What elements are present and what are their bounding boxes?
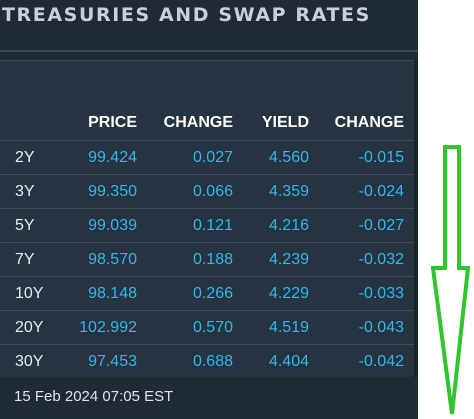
cell-tenor: 30Y (15, 353, 44, 370)
table-row[interactable]: 3Y 99.350 0.066 4.359 -0.024 (0, 174, 418, 209)
cell-yield-change: -0.033 (358, 285, 404, 302)
cell-price-change: 0.121 (192, 217, 233, 234)
cell-yield: 4.229 (268, 285, 309, 302)
cell-price-change: 0.027 (192, 149, 233, 166)
cell-yield-change: -0.015 (358, 149, 404, 166)
timestamp: 15 Feb 2024 07:05 EST (14, 388, 174, 405)
cell-price-change: 0.188 (192, 251, 233, 268)
cell-tenor: 2Y (15, 149, 35, 166)
cell-price: 99.424 (88, 149, 137, 166)
cell-yield-change: -0.032 (358, 251, 404, 268)
cell-yield-change: -0.027 (358, 217, 404, 234)
cell-yield: 4.359 (268, 183, 309, 200)
cell-tenor: 3Y (15, 183, 35, 200)
table-row[interactable]: 30Y 97.453 0.688 4.404 -0.042 (0, 344, 418, 379)
down-arrow-icon (430, 145, 471, 415)
cell-price: 99.039 (88, 217, 137, 234)
cell-yield: 4.404 (268, 353, 309, 370)
column-header-price: PRICE (88, 114, 137, 131)
cell-yield: 4.239 (268, 251, 309, 268)
rates-table: PRICE CHANGE YIELD CHANGE 2Y 99.424 0.027 4… (0, 60, 418, 377)
cell-yield: 4.216 (268, 217, 309, 234)
table-row[interactable]: 2Y 99.424 0.027 4.560 -0.015 (0, 140, 418, 175)
cell-yield-change: -0.042 (358, 353, 404, 370)
table-scrollbar[interactable] (414, 60, 418, 377)
table-row[interactable]: 7Y 98.570 0.188 4.239 -0.032 (0, 242, 418, 277)
table-row[interactable]: 20Y 102.992 0.570 4.519 -0.043 (0, 310, 418, 345)
cell-yield: 4.519 (268, 319, 309, 336)
down-arrow-shape (430, 145, 471, 415)
cell-yield: 4.560 (268, 149, 309, 166)
panel-title-text: TREASURIES AND SWAP RATES (2, 4, 371, 26)
cell-price: 102.992 (79, 319, 137, 336)
cell-tenor: 20Y (15, 319, 44, 336)
cell-tenor: 10Y (15, 285, 44, 302)
cell-tenor: 5Y (15, 217, 35, 234)
column-header-yield-change: CHANGE (334, 114, 404, 131)
cell-price-change: 0.570 (192, 319, 233, 336)
cell-yield-change: -0.043 (358, 319, 404, 336)
cell-price-change: 0.066 (192, 183, 233, 200)
table-top-border (0, 60, 418, 61)
table-footer: 15 Feb 2024 07:05 EST (0, 378, 418, 419)
cell-price-change: 0.688 (192, 353, 233, 370)
cell-price: 99.350 (88, 183, 137, 200)
cell-price: 97.453 (88, 353, 137, 370)
cell-tenor: 7Y (15, 251, 35, 268)
cell-price: 98.148 (88, 285, 137, 302)
column-header-yield: YIELD (261, 114, 309, 131)
column-header-change: CHANGE (163, 114, 233, 131)
table-row[interactable]: 10Y 98.148 0.266 4.229 -0.033 (0, 276, 418, 311)
table-header-row: PRICE CHANGE YIELD CHANGE (0, 112, 418, 140)
cell-price-change: 0.266 (192, 285, 233, 302)
cell-price: 98.570 (88, 251, 137, 268)
title-divider (0, 50, 418, 52)
panel-title: TREASURIES AND SWAP RATES (0, 0, 418, 50)
cell-yield-change: -0.024 (358, 183, 404, 200)
table-row[interactable]: 5Y 99.039 0.121 4.216 -0.027 (0, 208, 418, 243)
treasuries-panel: TREASURIES AND SWAP RATES PRICE CHANGE Y… (0, 0, 418, 419)
